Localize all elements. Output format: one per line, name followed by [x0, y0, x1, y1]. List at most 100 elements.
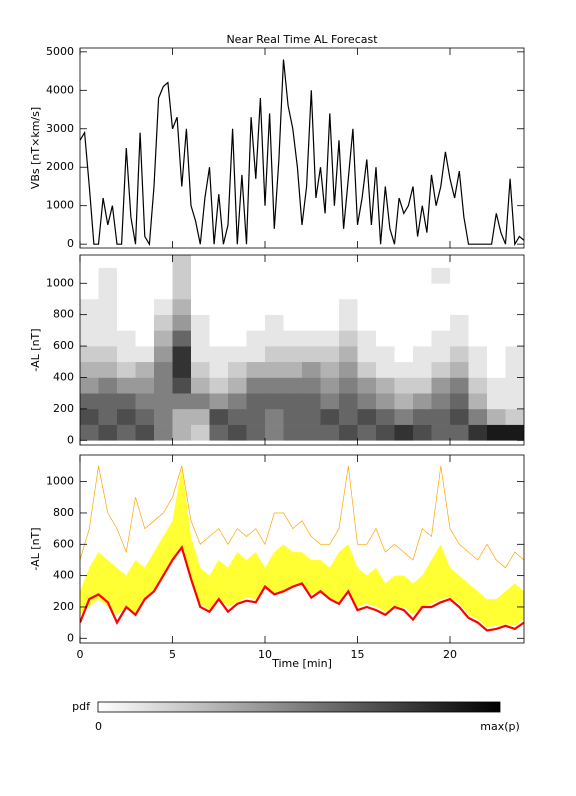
y-tick-label: 200 [53, 402, 74, 415]
heat-cell [209, 298, 229, 315]
heat-cell [135, 267, 155, 284]
heat-cell [246, 408, 266, 425]
heat-cell [191, 377, 210, 394]
band [80, 466, 524, 628]
heat-cell [154, 314, 173, 331]
y-tick-label: 3000 [46, 122, 74, 135]
heat-cell [80, 424, 99, 441]
heat-cell [98, 298, 118, 315]
heat-cell [228, 298, 247, 315]
heat-cell [339, 298, 358, 315]
chart-title: Near Real Time AL Forecast [226, 33, 378, 46]
heat-cell [117, 346, 136, 363]
heat-cell [302, 255, 321, 268]
heat-cell [357, 361, 377, 378]
heat-cell [431, 361, 451, 378]
heat-cell [117, 361, 136, 378]
heat-cell [191, 298, 210, 315]
heat-cell [431, 267, 451, 284]
y-tick-label: 400 [53, 370, 74, 383]
heat-cell [357, 346, 377, 363]
heat-cell [450, 255, 469, 268]
heat-cell [413, 424, 432, 441]
heat-cell [135, 346, 155, 363]
heat-cell [357, 424, 377, 441]
heat-cell [246, 424, 266, 441]
heat-cell [265, 424, 284, 441]
heat-cell [376, 330, 395, 347]
heat-cell [117, 255, 136, 268]
heat-cell [468, 314, 488, 331]
heat-cell [135, 377, 155, 394]
heat-cell [320, 255, 340, 268]
plot-area [80, 255, 524, 441]
heat-cell [431, 424, 451, 441]
heat-cell [320, 267, 340, 284]
heat-cell [117, 267, 136, 284]
heat-cell [487, 393, 506, 410]
heat-cell [80, 408, 99, 425]
heat-cell [505, 314, 524, 331]
heat-cell [246, 298, 266, 315]
heat-cell [283, 283, 303, 300]
heat-cell [320, 283, 340, 300]
heat-cell [191, 361, 210, 378]
heat-cell [431, 298, 451, 315]
heat-cell [117, 283, 136, 300]
heat-cell [154, 361, 173, 378]
y-tick-label: 1000 [46, 199, 74, 212]
heat-cell [413, 330, 432, 347]
heat-cell [209, 361, 229, 378]
y-tick-label: 0 [67, 237, 74, 250]
heat-cell [117, 314, 136, 331]
heat-cell [191, 393, 210, 410]
heat-cell [135, 314, 155, 331]
heat-cell [357, 408, 377, 425]
colorbar-label: pdf [72, 700, 91, 713]
heat-cell [302, 330, 321, 347]
heat-cell [209, 267, 229, 284]
heat-cell [413, 298, 432, 315]
heat-cell [468, 346, 488, 363]
heat-cell [172, 314, 192, 331]
heat-cell [394, 408, 414, 425]
heat-cell [450, 408, 469, 425]
heat-cell [265, 330, 284, 347]
heat-cell [283, 377, 303, 394]
heat-cell [246, 330, 266, 347]
heat-cell [191, 314, 210, 331]
heat-cell [228, 393, 247, 410]
heat-cell [505, 393, 524, 410]
heat-cell [246, 255, 266, 268]
series-line [80, 544, 524, 632]
heat-cell [283, 330, 303, 347]
heat-cell [487, 346, 506, 363]
heat-cell [117, 424, 136, 441]
heat-cell [431, 330, 451, 347]
heat-cell [246, 361, 266, 378]
y-tick-label: 400 [53, 569, 74, 582]
heat-cell [191, 408, 210, 425]
heat-cell [246, 346, 266, 363]
heat-cell [135, 393, 155, 410]
heat-cell [339, 361, 358, 378]
heat-cell [265, 255, 284, 268]
series-line [80, 465, 524, 569]
heat-cell [172, 267, 192, 284]
y-tick-label: 1000 [46, 276, 74, 289]
heat-cell [468, 377, 488, 394]
heat-cell [154, 424, 173, 441]
y-tick-label: 1000 [46, 475, 74, 488]
y-axis-label: -AL [nT] [29, 328, 42, 371]
heat-cell [117, 330, 136, 347]
heat-cell [135, 283, 155, 300]
heat-cell [413, 361, 432, 378]
heat-cell [376, 267, 395, 284]
heat-cell [450, 330, 469, 347]
heat-cell [191, 330, 210, 347]
heat-cell [394, 393, 414, 410]
heat-cell [357, 255, 377, 268]
y-tick-label: 800 [53, 506, 74, 519]
heat-cell [394, 377, 414, 394]
heat-cell [487, 408, 506, 425]
